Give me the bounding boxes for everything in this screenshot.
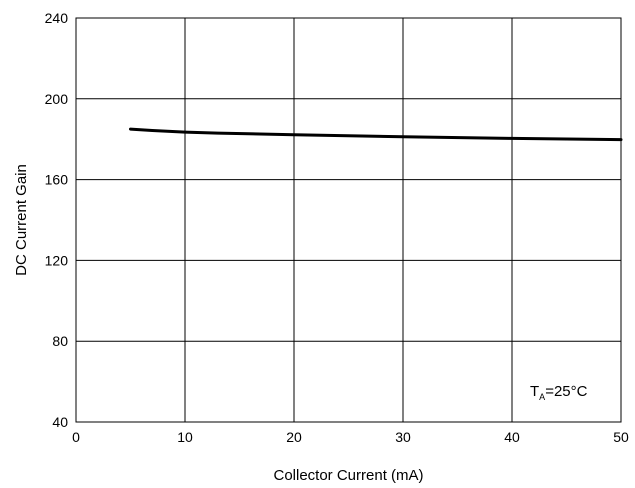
y-tick-label: 120: [45, 252, 69, 268]
series-layer: [129, 127, 623, 142]
y-tick-label: 200: [45, 91, 69, 107]
plot-frame: [75, 17, 622, 423]
series-line: [129, 127, 623, 142]
grid: [75, 17, 622, 423]
y-tick-label: 40: [52, 414, 68, 430]
x-tick-labels: 0 10 20 30 40 50: [72, 429, 629, 445]
annotation-value: =25°C: [545, 383, 587, 400]
y-tick-label: 160: [45, 172, 69, 188]
x-tick-label: 30: [395, 429, 411, 445]
x-tick-label: 40: [504, 429, 520, 445]
y-tick-labels: 40 80 120 160 200 240: [45, 10, 69, 430]
y-tick-label: 240: [45, 10, 69, 26]
x-axis-title: Collector Current (mA): [273, 467, 423, 484]
x-tick-label: 10: [177, 429, 193, 445]
x-tick-label: 0: [72, 429, 80, 445]
x-tick-label: 20: [286, 429, 302, 445]
y-tick-label: 80: [52, 333, 68, 349]
x-tick-label: 50: [613, 429, 629, 445]
annotation-main: T: [530, 383, 539, 400]
temperature-annotation: TA=25°C: [530, 383, 588, 402]
y-axis-title: DC Current Gain: [13, 164, 30, 276]
annotation-subscript: A: [539, 392, 545, 402]
